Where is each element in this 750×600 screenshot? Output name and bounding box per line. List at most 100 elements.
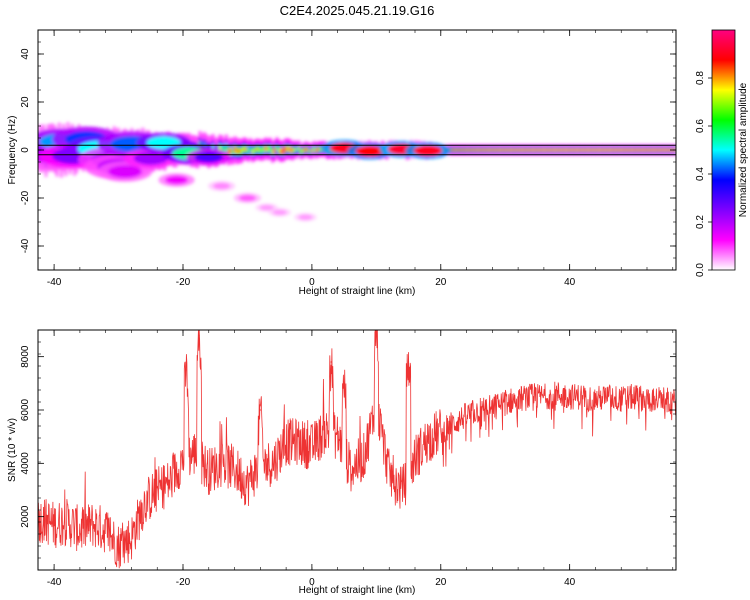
heatmap-cell (546, 149, 549, 151)
heatmap-cell (288, 147, 292, 151)
heatmap-cell (247, 149, 250, 153)
heatmap-cell (264, 146, 268, 150)
heatmap-cell (563, 149, 567, 151)
heatmap-blob (107, 165, 143, 178)
heatmap-cell (269, 146, 272, 150)
heatmap-cell (513, 149, 516, 151)
heatmap-cell (594, 149, 598, 151)
heatmap-cell (258, 148, 261, 152)
heatmap-cell (607, 149, 611, 151)
spectrogram-y-tick-label: -20 (20, 190, 31, 205)
snr-x-tick-label: 20 (435, 577, 447, 588)
heatmap-cell (530, 149, 534, 151)
heatmap-cell (500, 149, 503, 151)
heatmap-cell (601, 149, 604, 151)
heatmap-cell (229, 148, 233, 153)
heatmap-cell (544, 149, 547, 151)
snr-peak-point (407, 361, 410, 363)
heatmap-cell (658, 149, 662, 151)
heatmap-cell (482, 149, 486, 151)
spectrogram-y-tick-label: -40 (20, 238, 31, 253)
reference-lines (38, 144, 676, 156)
heatmap-cell (647, 149, 651, 151)
heatmap-cell (621, 149, 624, 151)
heatmap-cell (651, 149, 655, 151)
heatmap-cell (284, 147, 288, 151)
snr-y-tick-label: 2000 (20, 505, 31, 528)
heatmap-cell (475, 149, 479, 151)
heatmap-cell (317, 148, 321, 151)
heatmap-cell (502, 149, 505, 151)
heatmap-cell (517, 149, 521, 151)
heatmap-cell (511, 149, 514, 151)
heatmap-cell (632, 149, 635, 151)
heatmap-cell (561, 149, 565, 151)
heatmap-cell (299, 150, 303, 153)
heatmap-cell (277, 148, 281, 152)
heatmap-blob (355, 145, 385, 157)
spectrogram-x-label: Height of straight line (km) (299, 286, 416, 297)
heatmap-cell (319, 148, 323, 151)
spectrogram-y-tick-label: 0 (20, 147, 31, 153)
snr-y-tick-label: 6000 (20, 398, 31, 421)
heatmap-cell (667, 149, 670, 151)
heatmap-cell (535, 149, 538, 151)
heatmap-cell (486, 149, 490, 151)
heatmap-cell (629, 149, 633, 151)
heatmap-cell (618, 149, 622, 151)
heatmap-cell (519, 149, 523, 151)
heatmap-cell (588, 149, 591, 151)
heatmap-cell (489, 149, 492, 151)
heatmap-cell (638, 149, 642, 151)
heatmap-cell (557, 149, 560, 151)
heatmap-cell (495, 149, 499, 151)
snr-x-tick-label: 0 (309, 577, 315, 588)
heatmap-cell (236, 149, 239, 154)
heatmap-cell (522, 149, 525, 151)
heatmap-cell (464, 149, 468, 151)
heatmap-cell (548, 149, 552, 151)
snr-peak-point (259, 409, 261, 411)
heatmap-cell (596, 149, 600, 151)
heatmap-cell (583, 149, 587, 151)
heatmap-cell (220, 147, 224, 151)
spectrogram-axes: -40 -20 0 20 40 40 20 0 -20 -40 (20, 29, 676, 288)
snr-y-tick-label: 4000 (20, 452, 31, 475)
heatmap-cell (610, 149, 613, 151)
heatmap-cell (555, 149, 558, 151)
heatmap-cell (533, 149, 536, 151)
heatmap-blob (165, 175, 188, 185)
heatmap-cell (453, 149, 457, 151)
snr-x-tick-label: -20 (176, 577, 191, 588)
heatmap-cell (467, 149, 470, 151)
heatmap-cell (640, 149, 644, 151)
snr-panel: -40 -20 0 20 40 8000 6000 4000 2000 Height of st… (7, 329, 677, 596)
heatmap-blob (413, 145, 443, 156)
heatmap-cell (660, 149, 664, 151)
heatmap-cell (654, 149, 657, 151)
colorbar-tick-label: 0.6 (695, 119, 706, 133)
heatmap-cell (255, 147, 259, 151)
heatmap-cell (293, 148, 296, 151)
heatmap-cell (603, 149, 607, 151)
heatmap-cell (526, 149, 530, 151)
snr-y-label: SNR (10 * v/v) (7, 418, 18, 482)
heatmap-cell (449, 149, 453, 151)
spectrogram-panel: -40 -20 0 20 40 40 20 0 -20 -40 Height of straigh… (7, 29, 677, 297)
heatmap-cell (471, 149, 475, 151)
heatmap-cell (315, 149, 318, 152)
heatmap-cell (599, 149, 602, 151)
heatmap-cell (280, 149, 283, 153)
heatmap-cell (665, 149, 668, 151)
heatmap-cell (469, 149, 472, 151)
colorbar: 0.0 0.2 0.4 0.6 0.8 Normalized spectral ampl… (695, 29, 749, 277)
snr-peak-point (185, 369, 187, 371)
heatmap-cell (506, 149, 510, 151)
heatmap-cell (552, 149, 556, 151)
heatmap-cell (286, 147, 290, 151)
heatmap-cell (497, 149, 501, 151)
heatmap-cell (297, 147, 301, 150)
heatmap-cell (480, 149, 483, 151)
heatmap-blob (298, 214, 313, 220)
